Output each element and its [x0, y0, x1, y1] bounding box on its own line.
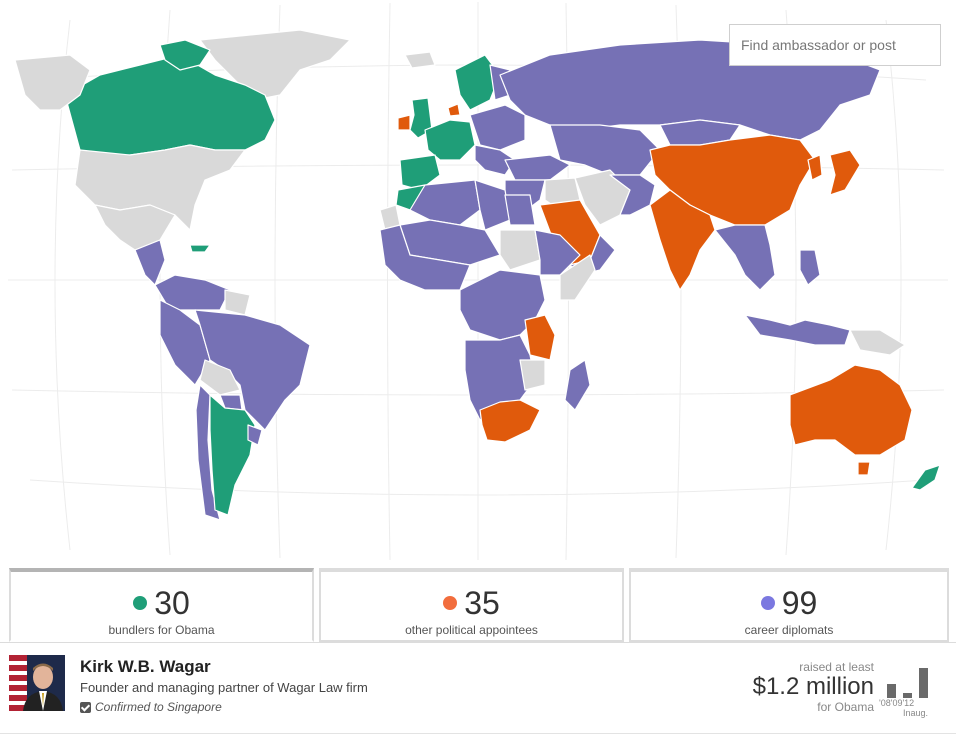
- raised-label: raised at least: [799, 660, 874, 674]
- country-regions: [14, 29, 941, 521]
- country-korea-japan[interactable]: [807, 149, 861, 196]
- country-guianas[interactable]: [224, 289, 251, 316]
- country-west-africa[interactable]: [379, 224, 471, 291]
- world-map-svg: [8, 2, 948, 561]
- country-western-europe[interactable]: [424, 119, 476, 161]
- mini-bar-2008: [887, 684, 896, 698]
- country-ireland[interactable]: [397, 114, 411, 131]
- status-text: Confirmed to Singapore: [95, 700, 222, 714]
- tab-count: 99: [781, 585, 818, 621]
- country-iberia[interactable]: [399, 154, 441, 191]
- country-zimbabwe[interactable]: [519, 359, 546, 391]
- country-balkans[interactable]: [474, 144, 516, 176]
- portrait-image: [9, 655, 65, 711]
- country-caribbean[interactable]: [189, 244, 211, 253]
- country-libya[interactable]: [474, 179, 511, 231]
- tab-count-row: 99: [631, 586, 947, 620]
- tab-political-appointees[interactable]: 35 other political appointees: [319, 568, 624, 642]
- ambassador-description: Founder and managing partner of Wagar La…: [80, 680, 368, 695]
- tab-count: 30: [154, 585, 190, 621]
- mini-chart-years: '08'09'12: [879, 698, 915, 708]
- bottom-divider: [0, 733, 956, 734]
- country-tanzania[interactable]: [524, 314, 556, 361]
- country-mexico[interactable]: [94, 204, 176, 251]
- career-dot-icon: [760, 596, 775, 610]
- country-australia[interactable]: [789, 364, 913, 456]
- category-tabs: 30 bundlers for Obama 35 other political…: [9, 568, 949, 644]
- country-south-africa[interactable]: [479, 399, 541, 443]
- country-tasmania[interactable]: [857, 461, 871, 476]
- divider: [0, 642, 956, 643]
- donation-mini-chart: '08'09'12 Inaug.: [879, 664, 929, 734]
- search-input[interactable]: [741, 37, 936, 53]
- country-turkey[interactable]: [504, 154, 571, 181]
- raised-for: for Obama: [817, 700, 874, 714]
- country-denmark[interactable]: [447, 103, 461, 117]
- world-map: [8, 2, 948, 561]
- country-brazil[interactable]: [194, 309, 311, 431]
- tab-label: career diplomats: [744, 623, 834, 637]
- tab-count-row: 35: [321, 586, 622, 620]
- country-myanmar-sea[interactable]: [714, 224, 776, 291]
- country-alaska[interactable]: [14, 54, 91, 111]
- country-afghanistan-pakistan[interactable]: [609, 174, 656, 216]
- political-dot-icon: [443, 596, 458, 610]
- country-central-america[interactable]: [134, 239, 166, 286]
- search-box[interactable]: [729, 24, 941, 66]
- mini-bar-2009: [903, 693, 912, 698]
- country-new-zealand[interactable]: [911, 464, 941, 491]
- country-chile[interactable]: [195, 384, 221, 521]
- country-indonesia[interactable]: [744, 314, 851, 346]
- confirmation-status: Confirmed to Singapore: [80, 700, 222, 714]
- country-somalia[interactable]: [559, 254, 596, 301]
- country-philippines[interactable]: [799, 249, 821, 286]
- country-uruguay[interactable]: [247, 424, 263, 446]
- country-bolivia[interactable]: [199, 359, 241, 396]
- tab-count: 35: [464, 585, 500, 621]
- country-scandinavia[interactable]: [454, 54, 501, 111]
- tab-label: bundlers for Obama: [108, 623, 215, 637]
- country-argentina[interactable]: [209, 394, 256, 516]
- mini-bar-2012: [919, 668, 928, 698]
- tab-career-diplomats[interactable]: 99 career diplomats: [629, 568, 949, 642]
- ambassador-name: Kirk W.B. Wagar: [80, 657, 211, 676]
- country-india[interactable]: [649, 189, 716, 291]
- country-papua-new-guinea[interactable]: [849, 329, 906, 356]
- raised-amount: $1.2 million: [752, 673, 874, 700]
- tab-label: other political appointees: [405, 623, 538, 637]
- country-eastern-europe[interactable]: [469, 104, 526, 151]
- country-canada-islands[interactable]: [159, 39, 211, 71]
- tab-count-row: 30: [11, 586, 312, 620]
- country-uk[interactable]: [409, 97, 433, 139]
- bundler-dot-icon: [133, 596, 148, 610]
- country-sudan[interactable]: [499, 229, 541, 271]
- ambassador-photo: [9, 655, 65, 711]
- country-madagascar[interactable]: [564, 359, 591, 411]
- checkbox-icon: [80, 701, 91, 713]
- country-egypt[interactable]: [504, 194, 536, 226]
- country-iceland[interactable]: [404, 51, 436, 69]
- tab-bundlers[interactable]: 30 bundlers for Obama: [9, 568, 314, 642]
- mini-chart-inaug: Inaug.: [903, 708, 929, 718]
